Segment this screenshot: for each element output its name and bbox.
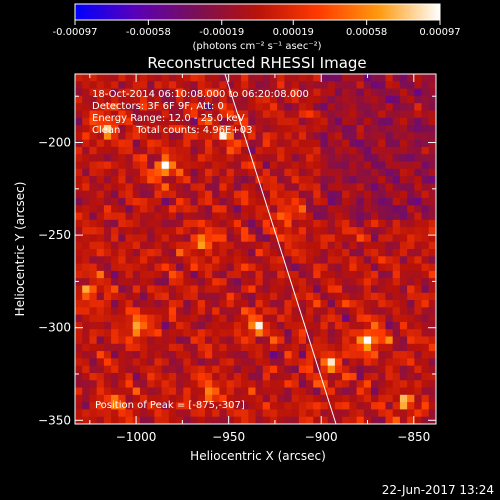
annotation-detectors: Detectors: 3F 6F 9F, Att: 0	[92, 101, 224, 112]
x-tick-label: −900	[305, 430, 338, 444]
heatmap-pixels	[75, 74, 436, 424]
colorbar-tick-label: -0.00097	[53, 27, 98, 38]
colorbar-tick-label: 0.00019	[273, 27, 314, 38]
annotation-counts: Clean Total counts: 4.96E+03	[92, 125, 252, 136]
observation-info: 18-Oct-2014 06:10:08.000 to 06:20:08.000…	[92, 89, 309, 136]
peak-position-label: Position of Peak = [-875,-307]	[95, 400, 245, 411]
y-tick-label: −200	[38, 136, 71, 150]
solar-limb-line	[224, 74, 337, 424]
x-tick-label: −1000	[116, 430, 157, 444]
y-tick-label: −300	[38, 321, 71, 335]
render-timestamp: 22-Jun-2017 13:24	[382, 483, 494, 497]
plot-frame	[74, 73, 437, 425]
colorbar-unit-label: (photons cm⁻² s⁻¹ asec⁻²)	[192, 41, 321, 52]
y-tick-label: −250	[38, 228, 71, 242]
colorbar-tick-label: -0.00058	[126, 27, 171, 38]
colorbar-gradient	[74, 3, 441, 21]
colorbar-tick-label: 0.00097	[419, 27, 460, 38]
x-axis-label: Heliocentric X (arcsec)	[190, 449, 326, 463]
x-tick-label: −950	[212, 430, 245, 444]
plot-area: −1000 −950 −900 −850 −200 −250 −300 −350	[38, 73, 437, 444]
chart-title: Reconstructed RHESSI Image	[147, 54, 366, 72]
colorbar-ticks: -0.00097 -0.00058 -0.00019 0.00019 0.00058 0.…	[53, 20, 461, 38]
x-tick-label: −850	[397, 430, 430, 444]
y-tick-label: −350	[38, 413, 71, 427]
colorbar-tick-label: -0.00019	[199, 27, 244, 38]
annotation-energy-range: Energy Range: 12.0 - 25.0 keV	[92, 113, 245, 124]
axes: −1000 −950 −900 −850 −200 −250 −300 −350	[38, 74, 436, 444]
y-axis-label: Heliocentric Y (arcsec)	[13, 182, 27, 317]
colorbar: -0.00097 -0.00058 -0.00019 0.00019 0.00058 0.…	[53, 3, 461, 52]
colorbar-tick-label: 0.00058	[346, 27, 387, 38]
annotation-time-range: 18-Oct-2014 06:10:08.000 to 06:20:08.000	[92, 89, 309, 100]
